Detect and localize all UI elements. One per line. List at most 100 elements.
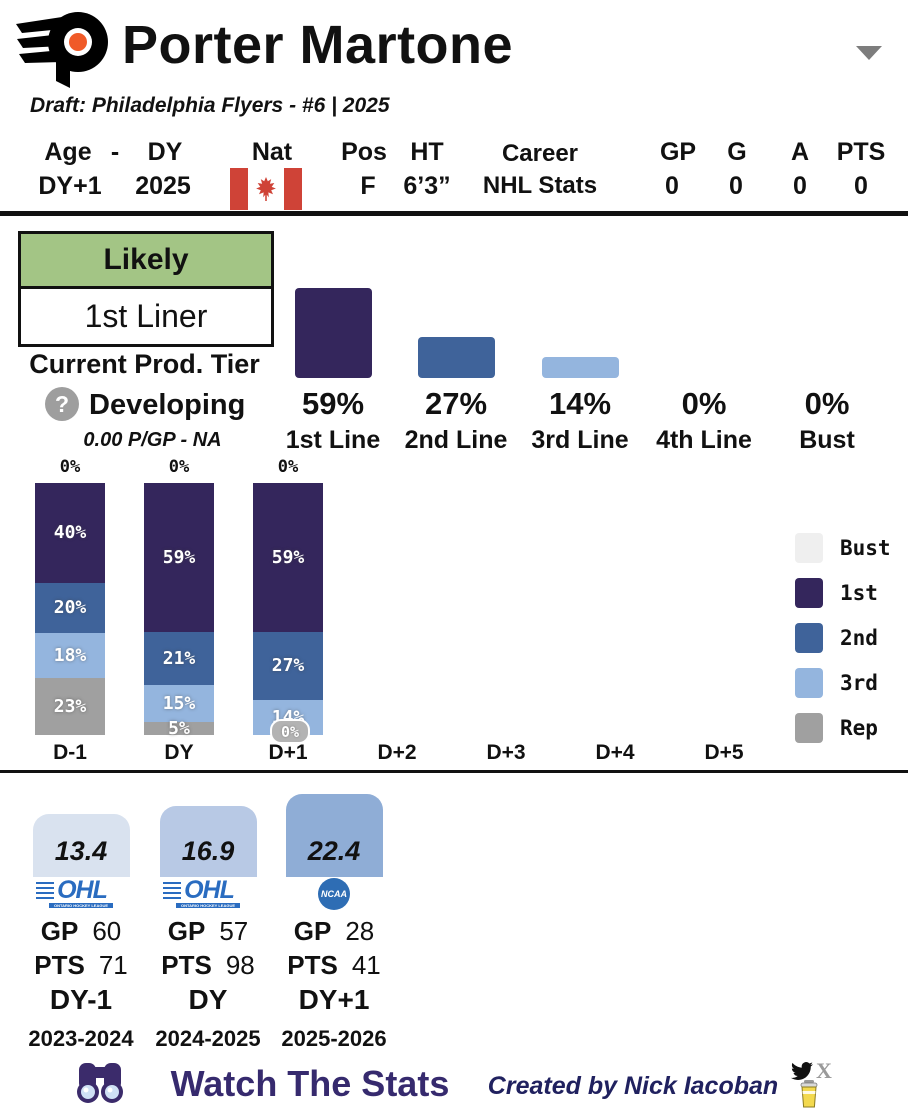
legend-label: 2nd <box>840 626 878 650</box>
stack-top-label: 0% <box>168 457 190 477</box>
stack-top-label: 0% <box>277 457 299 477</box>
a-header: A <box>790 138 810 166</box>
gp-header: GP <box>659 138 697 166</box>
prob-value-label: 59% <box>301 386 365 421</box>
age-header: Age <box>44 138 92 166</box>
stack-category-label: D+3 <box>486 741 526 764</box>
ohl-tagline: ONTARIO HOCKEY LEAGUE <box>49 903 113 908</box>
ohl-wordmark: OHL <box>36 876 126 905</box>
prob-bar-3 <box>541 356 619 378</box>
dy-value: 2025 <box>135 172 191 200</box>
chevron-down-icon[interactable] <box>856 46 882 60</box>
segment-value-label: 20% <box>53 597 87 619</box>
tier-label: 1st Liner <box>84 298 208 334</box>
season-production-section: 13.4 OHL ONTARIO HOCKEY LEAGUE GP 60 PTS 71 DY-… <box>0 790 908 1055</box>
x-logo-icon[interactable]: X <box>816 1058 832 1083</box>
g-value: 0 <box>729 172 743 200</box>
legend-label: 1st <box>840 581 878 605</box>
gp-row: GP 57 <box>138 916 278 947</box>
season-value-label: 22.4 <box>307 836 361 866</box>
season-range-label: 2024-2025 <box>155 1026 261 1051</box>
segment-value-label: 23% <box>53 695 87 717</box>
stacked-segment-1st: 59% <box>253 483 323 632</box>
pts-value: 71 <box>98 950 128 980</box>
brand-title: Watch The Stats <box>170 1063 450 1104</box>
legend-label: Bust <box>840 536 891 560</box>
prob-category-label: 1st Line <box>285 426 381 454</box>
ohl-tagline: ONTARIO HOCKEY LEAGUE <box>176 903 240 908</box>
age-dy-dash: - <box>110 138 120 166</box>
legend-swatch-1st <box>795 578 823 608</box>
current-prod-tier-label: Current Prod. Tier <box>29 349 260 379</box>
prob-bar-1 <box>294 288 372 378</box>
pts-value: 0 <box>854 172 868 200</box>
prob-value-label: 0% <box>804 386 850 421</box>
pts-label: PTS <box>34 950 85 980</box>
gp-label: GP <box>167 916 206 946</box>
flyers-logo-icon <box>16 12 108 88</box>
pts-label: PTS <box>161 950 212 980</box>
pts-value: 41 <box>351 950 381 980</box>
maple-leaf-icon <box>256 177 276 201</box>
season-bar-2 <box>159 805 257 877</box>
gp-value: 57 <box>219 916 249 946</box>
stack-top-label: 0% <box>59 457 81 477</box>
pts-row: PTS 41 <box>259 950 409 981</box>
season-year-label: DY+1 <box>298 984 370 1015</box>
line-probability-chart: 59% 1st Line 27% 2nd Line 14% 3rd Line 0% 4th L… <box>0 220 908 455</box>
coffee-cup-icon[interactable] <box>798 1080 820 1108</box>
stacked-segment-1st: 40% <box>35 483 105 583</box>
stack-category-label: D-1 <box>53 741 87 764</box>
stack-category-label: D+1 <box>268 741 308 764</box>
season-year-label: DY-1 <box>49 984 113 1015</box>
binoculars-icon <box>77 1063 123 1103</box>
prob-value-label: 27% <box>424 386 488 421</box>
ht-header: HT <box>410 138 444 166</box>
ohl-logo-icon: OHL ONTARIO HOCKEY LEAGUE <box>36 876 126 908</box>
pts-header: PTS <box>836 138 886 166</box>
segment-value-label: 5% <box>168 718 190 740</box>
stacked-segment-2nd: 27% <box>253 631 323 700</box>
gp-row: GP 60 <box>11 916 151 947</box>
question-mark-icon[interactable]: ? <box>45 387 79 421</box>
gp-value: 60 <box>92 916 122 946</box>
segment-value-label: 18% <box>53 644 87 666</box>
gp-row: GP 28 <box>264 916 404 947</box>
stack-category-label: D+5 <box>704 741 744 764</box>
segment-value-label: 27% <box>271 655 305 677</box>
ncaa-logo-icon: NCAA <box>318 878 350 910</box>
prob-category-label: Bust <box>799 426 855 454</box>
prob-bar-2 <box>417 336 495 378</box>
pts-row: PTS 71 <box>6 950 156 981</box>
stack-category-label: D+4 <box>595 741 635 764</box>
season-value-label: 13.4 <box>54 836 108 866</box>
segment-value-label: 15% <box>162 692 196 714</box>
gp-value: 0 <box>665 172 679 200</box>
twitter-bird-icon[interactable] <box>790 1060 814 1082</box>
legend-swatch-3rd <box>795 668 823 698</box>
gp-value: 28 <box>345 916 375 946</box>
stacked-segment-2nd: 20% <box>35 582 105 633</box>
legend-label: Rep <box>840 716 878 740</box>
draft-line: Draft: Philadelphia Flyers - #6 | 2025 <box>30 94 390 117</box>
credit-text: Created by Nick Iacoban <box>487 1072 779 1100</box>
stacked-segment-1st: 59% <box>144 483 214 632</box>
segment-value-label: 59% <box>271 546 305 568</box>
prob-category-label: 2nd Line <box>404 426 508 454</box>
projection-badge: Likely 1st Liner <box>18 231 274 347</box>
gp-label: GP <box>40 916 79 946</box>
stacked-segment-rep: 5% <box>144 718 214 739</box>
segment-value-label: 59% <box>162 546 196 568</box>
header-divider <box>0 211 908 216</box>
nat-header: Nat <box>251 138 293 166</box>
legend-swatch-bust <box>795 533 823 563</box>
legend-label: 3rd <box>840 671 878 695</box>
ohl-wordmark: OHL <box>163 876 253 905</box>
prob-value-label: 14% <box>548 386 612 421</box>
season-value-label: 16.9 <box>181 836 235 866</box>
stacked-segment-2nd: 21% <box>144 631 214 685</box>
pos-header: Pos <box>341 138 387 166</box>
zero-percent-chip: 0% <box>270 719 310 744</box>
development-projection-chart: 0% 40% 20% 18% 23% D-1 0% 59% 21% 15% 5% DY 0% 59% 27%… <box>0 455 908 770</box>
